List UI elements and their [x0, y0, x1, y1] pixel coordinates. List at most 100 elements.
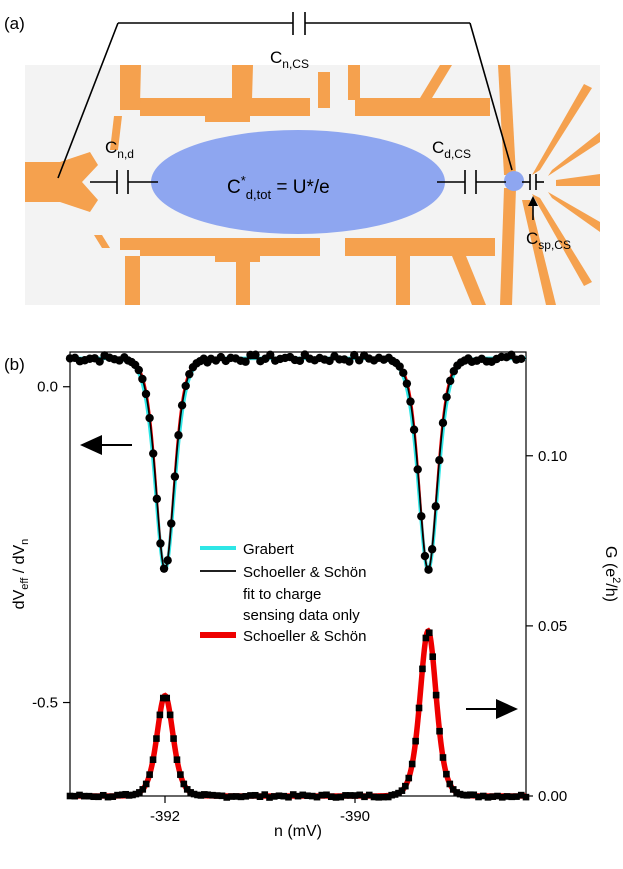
charge-sensing-point: [417, 512, 426, 521]
conductance-point: [422, 634, 430, 642]
conductance-point: [76, 791, 83, 799]
gate-sensor-fan-4: [548, 192, 600, 232]
conductance-point: [308, 792, 316, 800]
conductance-point: [299, 791, 307, 799]
conductance-point: [484, 794, 492, 801]
charge-sensing-point: [409, 425, 419, 434]
main-quantum-dot: [151, 130, 445, 234]
legend-label-schoeller-cs: Schoeller & Schön: [243, 564, 366, 581]
conductance-point: [419, 665, 426, 673]
charge-sensing-point: [413, 465, 422, 474]
conductance-point: [327, 793, 335, 801]
wire-top-right-diag: [469, 22, 513, 171]
conductance-point: [429, 653, 437, 660]
conductance-point: [190, 790, 198, 798]
conductance-point: [85, 792, 93, 800]
conductance-point: [197, 792, 205, 799]
conductance-point: [177, 771, 184, 778]
charge-sensing-point: [170, 472, 180, 481]
conductance-point: [280, 792, 288, 800]
conductance-point: [460, 791, 467, 799]
conductance-point: [136, 789, 143, 796]
conductance-point: [351, 792, 359, 799]
conductance-point: [398, 787, 406, 794]
x-tick-label: -392: [150, 808, 180, 825]
conductance-point: [503, 793, 511, 800]
conductance-point: [104, 793, 112, 801]
gate-lower-right-diag: [452, 256, 486, 305]
charge-sensing-point: [134, 365, 143, 375]
conductance-point: [204, 791, 212, 799]
gate-upper-diag: [110, 116, 122, 150]
charge-sensing-point: [402, 379, 412, 388]
conductance-point: [183, 786, 191, 793]
left-tick-label: -0.5: [32, 695, 58, 712]
series-schoeller-schon-cs-line: [70, 357, 526, 571]
conductance-point: [375, 794, 383, 801]
right-tick-label: 0.10: [538, 448, 567, 465]
gate-lower-left-finger-2: [236, 256, 250, 305]
gate-right-vertical: [498, 65, 516, 175]
gate-sensor-fan-3: [556, 174, 600, 186]
charge-sensing-point: [266, 350, 275, 360]
conductance-point: [453, 789, 460, 796]
conductance-point: [463, 792, 471, 799]
conductance-point: [187, 789, 194, 796]
conductance-point: [361, 793, 368, 801]
conductance-point: [425, 629, 433, 637]
conductance-point: [109, 793, 117, 800]
conductance-point: [251, 791, 259, 799]
conductance-point: [412, 737, 419, 745]
series-schoeller-schon-conductance-line: [70, 627, 526, 799]
charge-sensing-point: [185, 369, 194, 379]
conductance-point: [275, 792, 283, 800]
conductance-point: [337, 793, 345, 801]
conductance-point: [156, 711, 164, 719]
panel-b-chart: (b) -392 -390 0.0 -0.5 0.10 0.05 0.00 n (mV)…: [4, 350, 622, 840]
legend-label-grabert: Grabert: [243, 541, 295, 558]
charge-sensing-point: [445, 376, 455, 386]
conductance-point: [391, 791, 399, 798]
conductance-point: [470, 791, 478, 799]
conductance-point: [494, 792, 501, 800]
cap-top-label: Cn,CS: [270, 48, 309, 71]
conductance-point: [232, 793, 240, 800]
gate-upper-left-finger-2: [232, 65, 253, 100]
charge-sensing-point: [95, 357, 104, 366]
conductance-point: [498, 794, 506, 801]
conductance-point: [318, 791, 326, 799]
conductance-point: [201, 791, 208, 798]
conductance-point: [475, 793, 482, 801]
conductance-point: [228, 793, 235, 800]
conductance-point: [370, 793, 378, 801]
conductance-point: [388, 791, 395, 799]
conductance-point: [443, 770, 450, 778]
charge-sensing-point: [145, 413, 154, 423]
conductance-point: [402, 782, 409, 790]
conductance-point: [467, 791, 474, 798]
right-axis-label: G (e2/h): [602, 546, 622, 602]
sensor-arrow-head: [528, 196, 538, 206]
gate-lower-left-finger-1: [125, 256, 140, 305]
arrow-left-axis: [80, 435, 132, 455]
gate-upper-left: [120, 98, 310, 122]
panel-a-device-schematic: (a): [4, 12, 600, 305]
conductance-point: [479, 792, 487, 800]
charge-sensing-point: [156, 539, 165, 548]
conductance-point: [432, 691, 440, 699]
gate-sensor-fan-2: [548, 132, 600, 176]
conductance-point: [194, 791, 201, 799]
gate-sensor-fan-6: [522, 200, 556, 305]
charge-sensing-point: [241, 357, 250, 366]
charge-sensing-point: [152, 494, 162, 504]
conductance-point: [237, 793, 245, 801]
gate-sensor-fan-1: [532, 84, 592, 175]
conductance-point: [80, 792, 88, 800]
cap-right-label: Cd,CS: [432, 138, 471, 161]
legend-label-schoeller-g: Schoeller & Schön: [243, 628, 366, 645]
conductance-point: [489, 793, 497, 800]
chart-markers: [65, 350, 530, 801]
conductance-point: [270, 793, 278, 800]
charge-sensing-point: [138, 374, 147, 384]
x-axis-ticks: -392 -390: [150, 796, 370, 825]
